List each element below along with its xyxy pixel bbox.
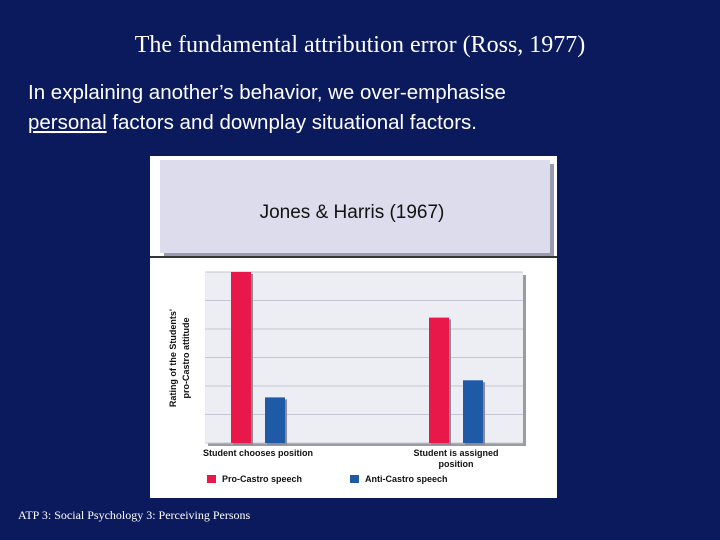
footer: ATP 3: Social Psychology 3: Perceiving P… — [18, 508, 251, 522]
x-tick-label: Student is assigned position — [413, 448, 499, 469]
subtitle-text: factors and downplay situational factors… — [107, 111, 477, 134]
x-tick-label: Student chooses position — [202, 448, 313, 458]
bar — [429, 317, 449, 443]
legend-label: Anti-Castro speech — [365, 474, 448, 484]
slide-title: The fundamental attribution error (Ross,… — [135, 32, 586, 58]
subtitle-line: In explaining another’s behavior, we ove… — [28, 81, 506, 104]
subtitle-emphasis: personal — [28, 111, 107, 134]
subtitle-line: personal factors and downplay situationa… — [28, 111, 477, 134]
y-axis-label: pro-Castro attitude — [181, 318, 191, 399]
chart-title: Jones & Harris (1967) — [260, 202, 445, 223]
subtitle-text: In explaining another’s behavior, we ove… — [28, 81, 506, 104]
legend-swatch — [350, 475, 359, 483]
bar — [265, 397, 285, 443]
x-tick-label-box: Student chooses position — [202, 448, 313, 458]
x-tick-label-box: Student is assigned position — [413, 448, 499, 469]
legend-swatch — [207, 475, 216, 483]
chart-header — [160, 160, 550, 253]
y-axis-label: Rating of the Students' — [168, 309, 178, 407]
bar — [231, 272, 251, 443]
bar — [463, 380, 483, 443]
legend-label: Pro-Castro speech — [222, 474, 302, 484]
